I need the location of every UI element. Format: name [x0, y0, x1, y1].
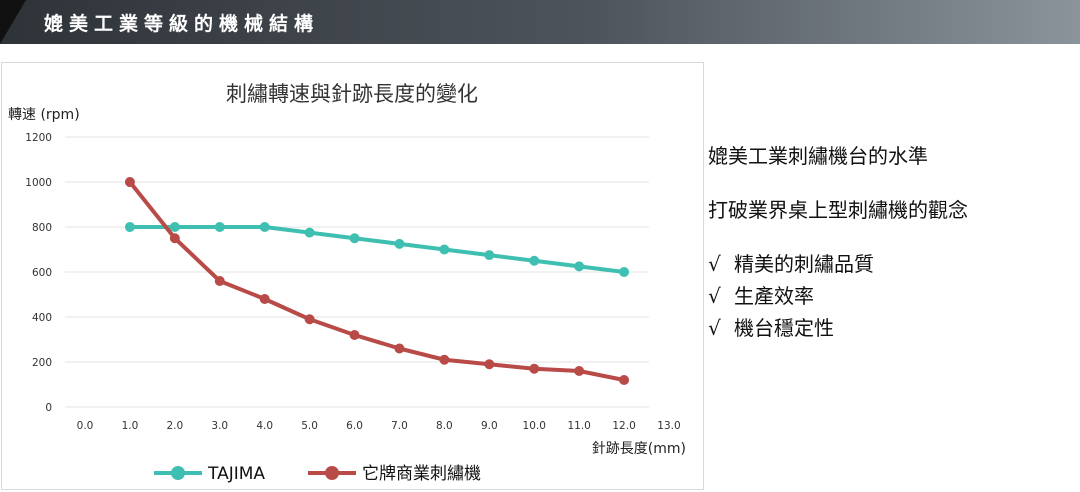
x-tick-label: 8.0 [436, 420, 453, 432]
page-title: 媲美工業等級的機械結構 [44, 13, 320, 35]
header-bar [0, 0, 1080, 44]
y-tick-label: 1000 [25, 177, 52, 189]
x-tick-label: 9.0 [481, 420, 498, 432]
data-point [169, 233, 180, 244]
data-point [394, 238, 405, 249]
data-point [439, 244, 450, 255]
data-point [529, 363, 540, 374]
data-point [349, 233, 360, 244]
x-tick-label: 12.0 [612, 420, 635, 432]
check-icon: √ [708, 252, 721, 276]
legend-label: TAJIMA [207, 464, 265, 484]
data-point [169, 222, 180, 232]
y-tick-label: 600 [32, 267, 52, 279]
data-point [484, 250, 495, 261]
x-axis-title: 針跡長度(mm) [592, 441, 686, 457]
feature-label: 精美的刺繡品質 [734, 252, 874, 276]
data-point [529, 255, 540, 266]
data-point [619, 375, 630, 385]
y-tick-label: 200 [32, 357, 52, 369]
y-tick-labels: 0 200 400 600 800 1000 1200 [25, 132, 52, 414]
data-point [124, 177, 135, 187]
legend: TAJIMA 它牌商業刺繡機 [154, 464, 481, 484]
data-point [304, 227, 315, 238]
data-point [574, 261, 585, 272]
legend-swatch-marker [171, 466, 185, 480]
y-axis-title: 轉速 (rpm) [8, 107, 80, 123]
y-tick-label: 400 [32, 312, 52, 324]
x-tick-label: 13.0 [657, 420, 680, 432]
data-point [619, 267, 630, 277]
check-icon: √ [708, 316, 721, 340]
feature-heading: 媲美工業刺繡機台的水準 [708, 144, 928, 168]
data-point [124, 222, 135, 232]
data-point [349, 330, 360, 340]
x-tick-label: 0.0 [77, 420, 94, 432]
feature-item-stability: √ 機台穩定性 [708, 312, 1078, 344]
grid-layer [65, 136, 649, 408]
feature-subheading: 打破業界桌上型刺繡機的觀念 [708, 198, 968, 222]
x-tick-label: 3.0 [211, 420, 228, 432]
data-point [214, 276, 225, 286]
data-point [484, 359, 495, 370]
legend-swatch-marker [325, 466, 339, 480]
y-tick-label: 0 [45, 402, 52, 414]
x-tick-label: 1.0 [122, 420, 139, 432]
data-point [574, 366, 585, 376]
feature-label: 機台穩定性 [734, 316, 834, 340]
chart-title: 刺繡轉速與針跡長度的變化 [226, 82, 478, 106]
data-point [259, 294, 270, 304]
x-tick-labels: 0.0 1.0 2.0 3.0 4.0 5.0 6.0 7.0 8.0 9.0 10.0 11.0 12… [77, 420, 681, 432]
header-accent-notch [0, 0, 26, 44]
feature-item-efficiency: √ 生產效率 [708, 280, 1078, 312]
data-point [394, 343, 405, 354]
data-point [439, 354, 450, 365]
feature-item-quality: √ 精美的刺繡品質 [708, 248, 1078, 280]
series-line-1 [128, 180, 625, 382]
x-tick-label: 5.0 [301, 420, 318, 432]
chart-panel: 0 200 400 600 800 1000 1200 0.0 1.0 2.0 3.0 4.0 5.0… [1, 62, 704, 490]
feature-label: 生產效率 [734, 284, 814, 308]
line-chart: 0 200 400 600 800 1000 1200 0.0 1.0 2.0 3.0 4.0 5.0… [8, 82, 686, 484]
x-tick-label: 2.0 [166, 420, 183, 432]
y-tick-label: 800 [32, 222, 52, 234]
x-tick-label: 7.0 [391, 420, 408, 432]
series-line-0 [129, 225, 625, 274]
x-tick-label: 10.0 [523, 420, 546, 432]
feature-panel: 媲美工業刺繡機台的水準 打破業界桌上型刺繡機的觀念 √ 精美的刺繡品質 √ 生產效率… [708, 140, 1078, 344]
data-point [259, 222, 270, 232]
x-tick-label: 6.0 [346, 420, 363, 432]
legend-label: 它牌商業刺繡機 [362, 464, 481, 484]
check-icon: √ [708, 284, 721, 308]
data-point [214, 222, 225, 232]
data-point [304, 314, 315, 325]
series-layer [124, 177, 630, 385]
y-tick-label: 1200 [25, 132, 52, 144]
x-tick-label: 4.0 [256, 420, 273, 432]
x-tick-label: 11.0 [567, 420, 590, 432]
